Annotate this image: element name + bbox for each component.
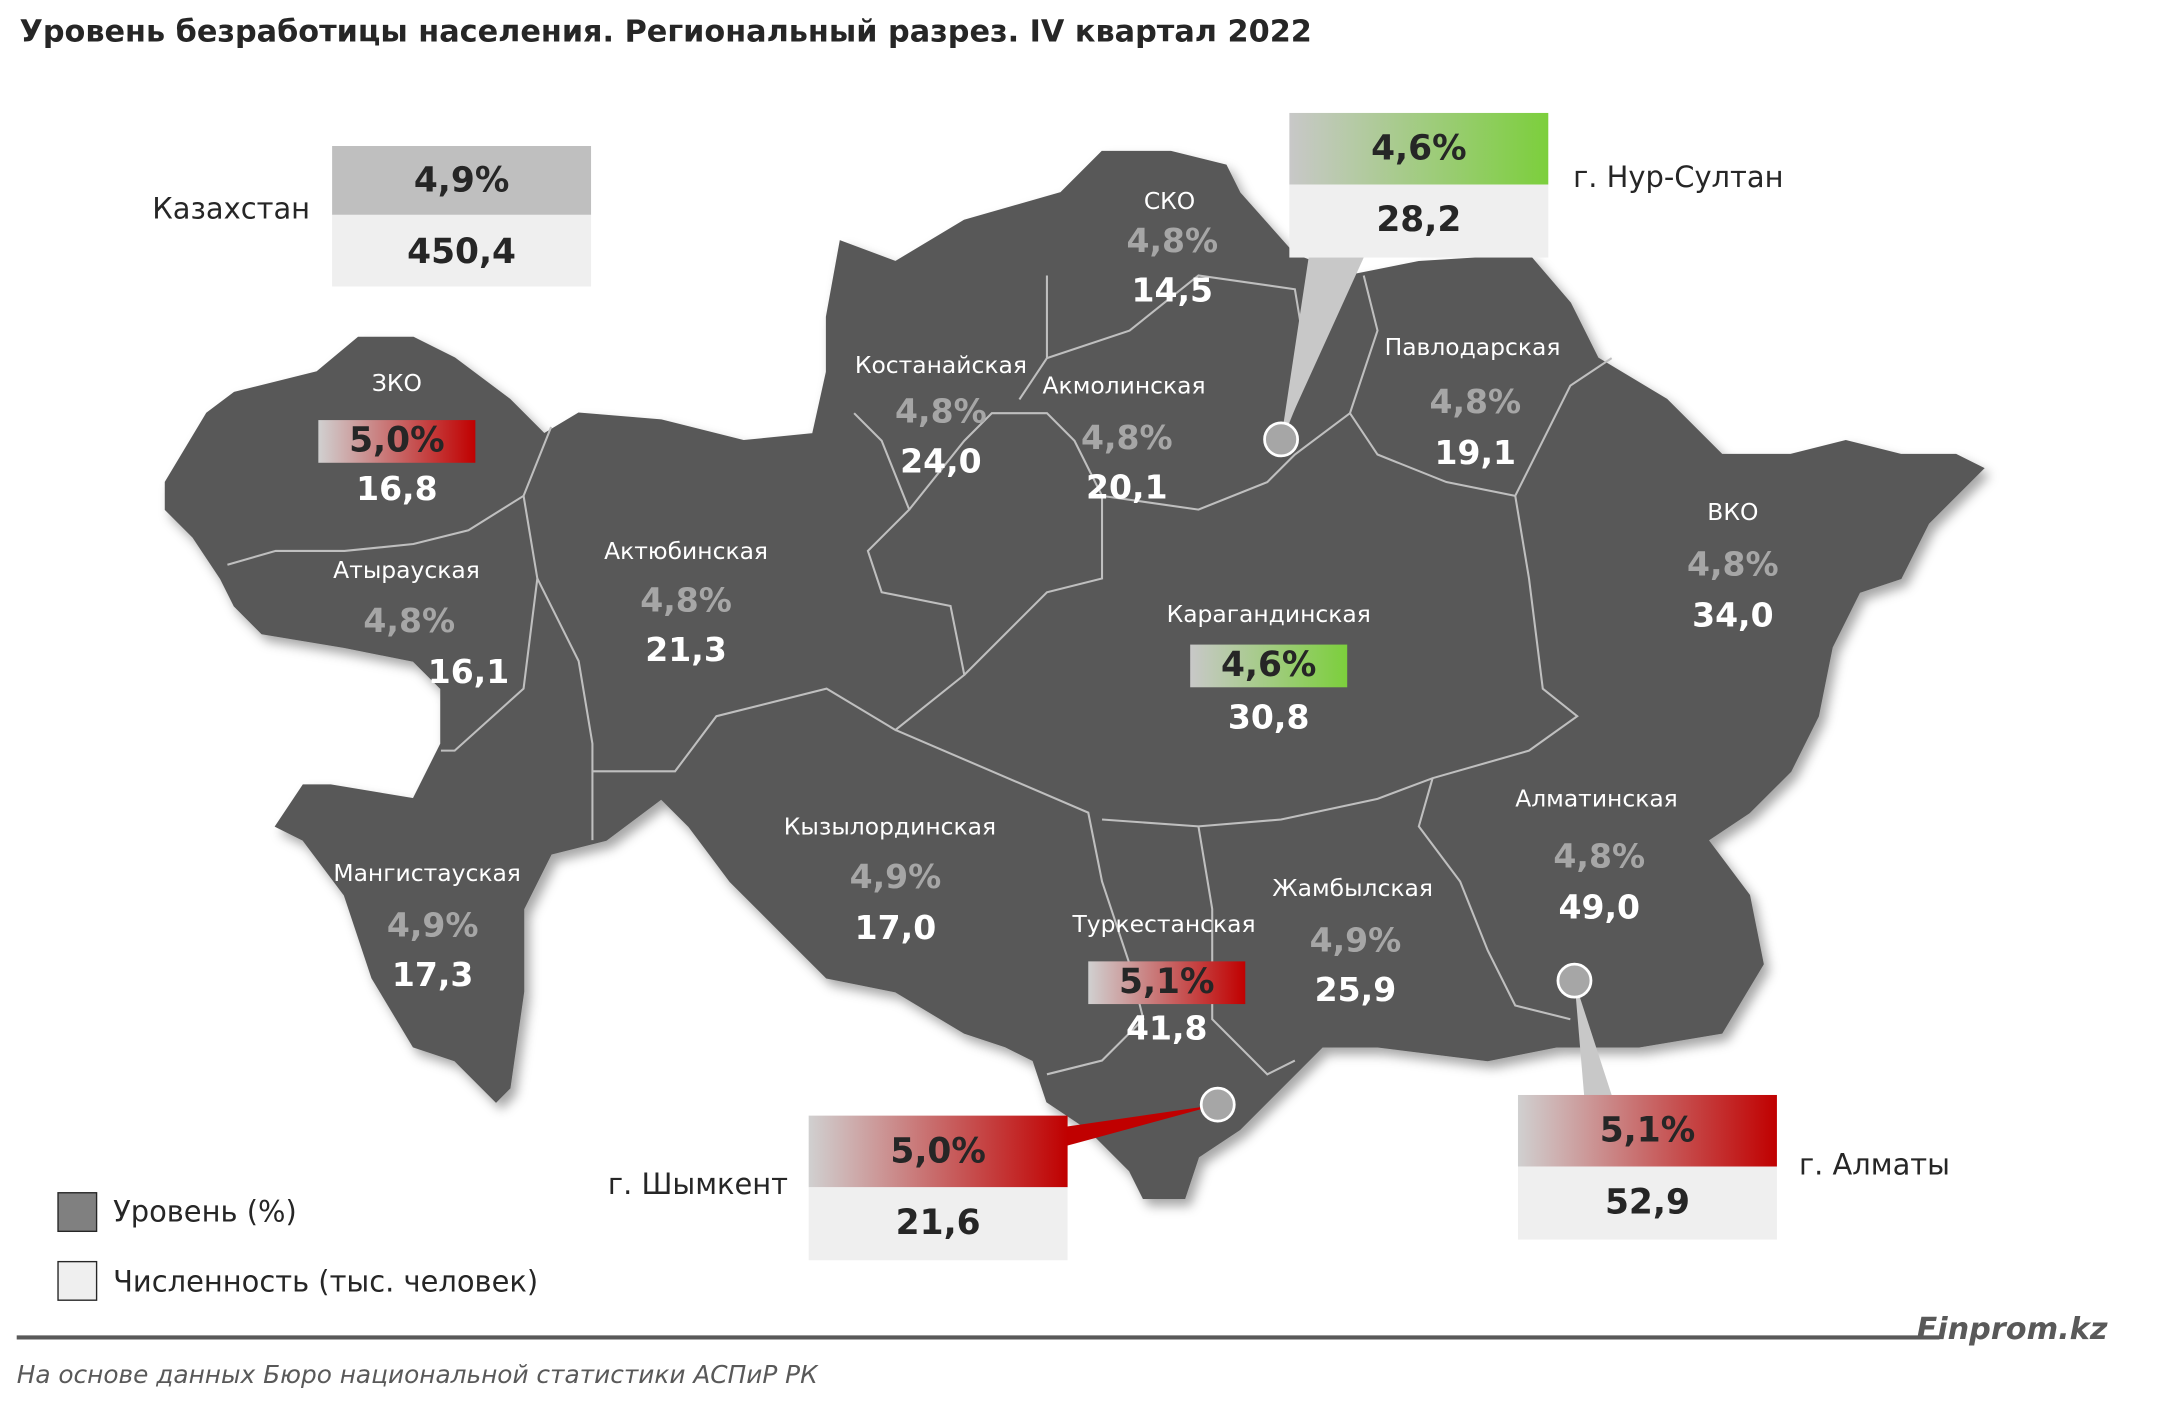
region-name: Туркестанская: [1071, 910, 1255, 938]
city-marker: [1556, 962, 1593, 999]
summary-count: 450,4: [407, 232, 516, 272]
legend-label: Уровень (%): [113, 1194, 297, 1228]
region-name: Павлодарская: [1385, 333, 1561, 361]
rate-box: [1289, 112, 1549, 185]
legend-label: Численность (тыс. человек): [113, 1265, 538, 1299]
region-name: ЗКО: [372, 369, 422, 397]
count-box: [1517, 1166, 1777, 1240]
city-count: 21,6: [896, 1203, 981, 1243]
region-name: Костанайская: [855, 351, 1027, 379]
city-rate: 4,6%: [1371, 129, 1466, 169]
region-count: 19,1: [1435, 433, 1517, 472]
title: Уровень безработицы населения. Региональ…: [19, 15, 1311, 50]
region-name: Алматинская: [1515, 785, 1678, 813]
city-rate: 5,0%: [890, 1131, 985, 1171]
region-rate: 4,8%: [1429, 382, 1521, 421]
region-rate: 4,8%: [363, 601, 455, 640]
region-count: 21,3: [645, 630, 727, 669]
region-name: Карагандинская: [1167, 600, 1371, 628]
legend-swatch: [57, 1192, 98, 1233]
region-count: 14,5: [1132, 270, 1214, 309]
region-count: 24,0: [900, 441, 982, 480]
region-count: 30,8: [1228, 697, 1310, 736]
region-name: ВКО: [1707, 498, 1758, 526]
rate-highlight: [1190, 644, 1348, 688]
region-count: 17,3: [392, 955, 474, 994]
country-shape: [164, 150, 1985, 1199]
summary-rate: 4,9%: [414, 160, 509, 200]
summary-name: Казахстан: [152, 192, 310, 226]
rate-box: [332, 145, 592, 215]
region-rate: 4,9%: [387, 905, 479, 944]
region-name: Актюбинская: [604, 537, 768, 565]
region-count: 20,1: [1086, 467, 1168, 506]
region-name: Атырауская: [333, 556, 480, 584]
region-name: Кызылординская: [784, 812, 996, 840]
region-rate: 4,6%: [1221, 645, 1316, 685]
region-rate: 5,0%: [349, 421, 444, 461]
summary: Казахстан 4,9% 450,4: [152, 145, 592, 287]
brand: Finprom.kz: [1917, 1312, 2108, 1347]
region-name: СКО: [1144, 187, 1195, 215]
count-box: [332, 214, 592, 287]
city-count: 52,9: [1605, 1182, 1690, 1222]
region-rate: 4,8%: [640, 580, 732, 619]
region-rate: 4,8%: [1126, 221, 1218, 260]
region-count: 16,8: [356, 469, 438, 508]
region-name: Жамбылская: [1272, 874, 1433, 902]
map: [164, 150, 1985, 1199]
region-name: Акмолинская: [1043, 372, 1206, 400]
region-rate: 4,9%: [850, 857, 942, 896]
region-count: 17,0: [855, 908, 937, 947]
region-count: 41,8: [1126, 1009, 1208, 1048]
region-rate: 4,8%: [895, 392, 987, 431]
region-rate: 5,1%: [1119, 962, 1214, 1002]
region-rate: 4,8%: [1553, 837, 1645, 876]
region-name: Мангистауская: [333, 859, 520, 887]
region-count: 16,1: [428, 652, 510, 691]
legend: Уровень (%) Численность (тыс. человек): [57, 1192, 538, 1301]
rate-box: [808, 1115, 1068, 1188]
region-rate: 4,8%: [1081, 418, 1173, 457]
rate-highlight: [1088, 961, 1246, 1005]
region-count: 34,0: [1692, 596, 1774, 635]
count-box: [1289, 184, 1549, 258]
region-count: 49,0: [1558, 888, 1640, 927]
region-borders: [227, 274, 1613, 1076]
rate-box: [1517, 1094, 1777, 1167]
region-count: 25,9: [1315, 970, 1397, 1009]
city-marker: [1199, 1086, 1236, 1123]
city-name: г. Алматы: [1799, 1148, 1950, 1182]
source: На основе данных Бюро национальной стати…: [17, 1360, 819, 1389]
legend-swatch: [57, 1260, 98, 1301]
count-box: [808, 1187, 1068, 1261]
city-count: 28,2: [1376, 200, 1461, 240]
region-rate: 4,8%: [1687, 545, 1779, 584]
region-rate: 4,9%: [1310, 921, 1402, 960]
city-name: г. Нур-Султан: [1573, 160, 1783, 194]
city-marker: [1263, 421, 1299, 458]
city-name: г. Шымкент: [608, 1167, 788, 1201]
rate-highlight: [318, 420, 476, 463]
city-rate: 5,1%: [1600, 1111, 1695, 1151]
